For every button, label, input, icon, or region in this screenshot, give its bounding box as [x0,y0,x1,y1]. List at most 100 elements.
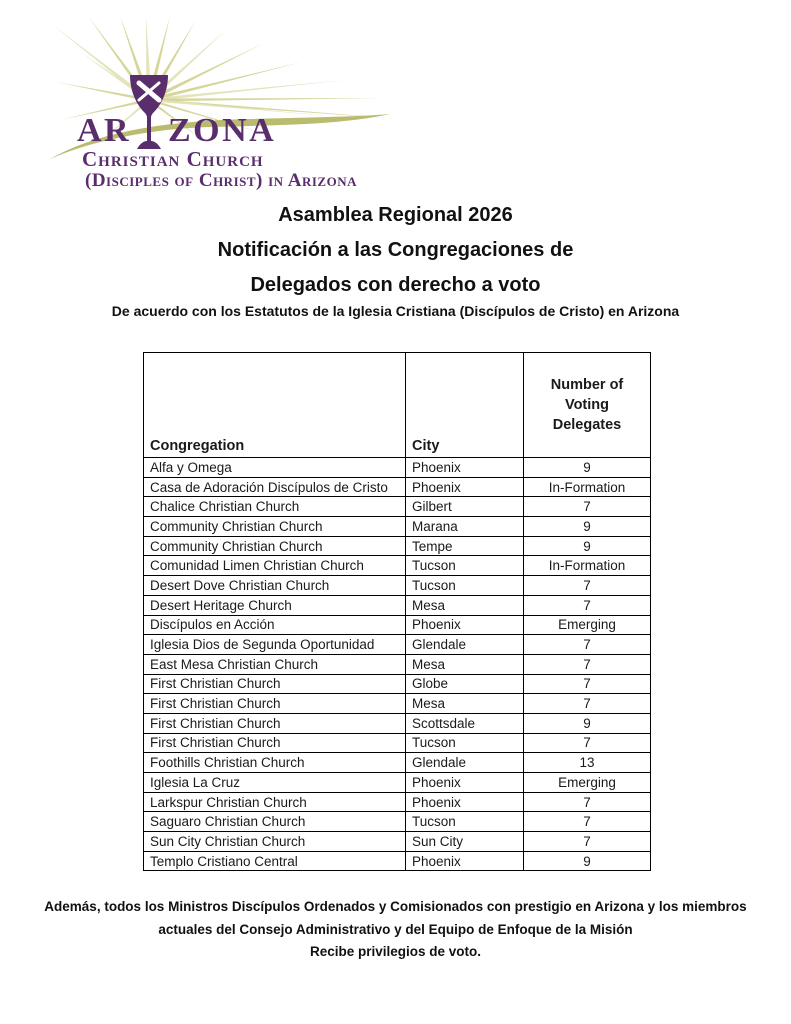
cell-city: Sun City [405,831,524,852]
table-row: Alfa y Omega Phoenix 9 [143,457,651,478]
cell-delegates: Emerging [523,772,651,793]
cell-city: Tucson [405,575,524,596]
table-header-row: Congregation City Number of Voting Deleg… [143,352,651,458]
cell-city: Phoenix [405,457,524,478]
cell-delegates: 7 [523,811,651,833]
cell-congregation: First Christian Church [143,732,406,754]
cell-city: Globe [405,673,524,695]
cell-city: Phoenix [405,772,524,793]
table-row: Desert Heritage Church Mesa 7 [143,594,651,616]
cell-delegates: 7 [523,732,651,754]
delegates-table: Congregation City Number of Voting Deleg… [143,352,651,872]
cell-congregation: Larkspur Christian Church [143,791,406,813]
cell-congregation: Iglesia La Cruz [143,772,406,793]
table-row: First Christian Church Globe 7 [143,673,651,695]
table-row: Foothills Christian Church Glendale 13 [143,752,651,773]
cell-city: Mesa [405,594,524,616]
footer-line-2: actuales del Consejo Administrativo y de… [158,921,633,937]
church-logo: AR ZONA Christian Church (Disciples of C… [40,16,402,196]
cell-delegates: 7 [523,496,651,518]
table-row: Larkspur Christian Church Phoenix 7 [143,791,651,813]
cell-city: Phoenix [405,614,524,636]
cell-city: Glendale [405,634,524,655]
cell-city: Tucson [405,732,524,754]
table-row: East Mesa Christian Church Mesa 7 [143,653,651,675]
cell-congregation: Foothills Christian Church [143,752,406,773]
table-row: Iglesia La Cruz Phoenix Emerging [143,772,651,793]
cell-congregation: Iglesia Dios de Segunda Oportunidad [143,634,406,655]
table-row: First Christian Church Mesa 7 [143,693,651,714]
cell-congregation: Templo Cristiano Central [143,850,406,872]
cell-delegates: 7 [523,693,651,714]
logo-word-arizona-end: ZONA [168,112,276,149]
cell-delegates: In-Formation [523,476,651,498]
table-row: Desert Dove Christian Church Tucson 7 [143,575,651,596]
table-row: Chalice Christian Church Gilbert 7 [143,496,651,518]
cell-city: Tempe [405,535,524,557]
cell-congregation: Discípulos en Acción [143,614,406,636]
cell-congregation: Chalice Christian Church [143,496,406,518]
table-row: Templo Cristiano Central Phoenix 9 [143,850,651,872]
cell-city: Glendale [405,752,524,773]
table-row: First Christian Church Scottsdale 9 [143,712,651,734]
cell-delegates: 7 [523,791,651,813]
table-row: First Christian Church Tucson 7 [143,732,651,754]
cell-congregation: Desert Dove Christian Church [143,575,406,596]
cell-delegates: 9 [523,850,651,872]
table-row: Casa de Adoración Discípulos de Cristo P… [143,476,651,498]
document-title-block: Asamblea Regional 2026 Notificación a la… [0,198,791,303]
cell-city: Phoenix [405,791,524,813]
delegates-table-container: Congregation City Number of Voting Deleg… [143,352,651,872]
logo-line-christian-church: Christian Church [82,147,264,171]
cell-city: Marana [405,516,524,537]
footer-line-1: Además, todos los Ministros Discípulos O… [44,899,747,914]
cell-delegates: 7 [523,673,651,695]
cell-congregation: Desert Heritage Church [143,594,406,616]
cell-delegates: 13 [523,752,651,773]
cell-delegates: 7 [523,575,651,596]
cell-congregation: Comunidad Limen Christian Church [143,555,406,577]
table-row: Community Christian Church Tempe 9 [143,535,651,557]
cell-delegates: 7 [523,634,651,655]
cell-city: Tucson [405,811,524,833]
cell-delegates: 9 [523,712,651,734]
cell-delegates: 9 [523,535,651,557]
table-row: Saguaro Christian Church Tucson 7 [143,811,651,833]
table-row: Discípulos en Acción Phoenix Emerging [143,614,651,636]
cell-city: Tucson [405,555,524,577]
congregation-table-body: Alfa y Omega Phoenix 9 Casa de Adoración… [143,457,651,872]
cell-congregation: Saguaro Christian Church [143,811,406,833]
cell-delegates: 7 [523,594,651,616]
cell-delegates: 9 [523,516,651,537]
footer-note: Además, todos los Ministros Discípulos O… [20,896,771,964]
table-row: Community Christian Church Marana 9 [143,516,651,537]
cell-congregation: Sun City Christian Church [143,831,406,852]
cell-congregation: East Mesa Christian Church [143,653,406,675]
cell-delegates: 9 [523,457,651,478]
swoosh-arc-icon [48,114,390,160]
cell-congregation: First Christian Church [143,673,406,695]
cell-delegates: In-Formation [523,555,651,577]
title-line-1: Asamblea Regional 2026 [278,204,513,226]
table-row: Sun City Christian Church Sun City 7 [143,831,651,852]
title-line-3: Delegados con derecho a voto [250,274,541,296]
cell-congregation: First Christian Church [143,693,406,714]
footer-line-3: Recibe privilegios de voto. [309,944,482,959]
cell-city: Gilbert [405,496,524,518]
title-line-2: Notificación a las Congregaciones de [217,239,574,261]
header-congregation: Congregation [143,352,406,458]
header-city: City [405,352,524,458]
table-row: Iglesia Dios de Segunda Oportunidad Glen… [143,634,651,655]
chalice-with-cross-icon [130,75,168,149]
header-voting-delegates: Number of Voting Delegates [523,352,651,458]
cell-delegates: Emerging [523,614,651,636]
church-logo-graphic: AR ZONA Christian Church (Disciples of C… [48,16,390,191]
cell-congregation: First Christian Church [143,712,406,734]
document-subtitle: De acuerdo con los Estatutos de la Igles… [111,303,680,319]
logo-word-arizona-start: AR [77,112,131,149]
cell-congregation: Casa de Adoración Discípulos de Cristo [143,476,406,498]
cell-city: Mesa [405,653,524,675]
table-row: Comunidad Limen Christian Church Tucson … [143,555,651,577]
cell-delegates: 7 [523,653,651,675]
